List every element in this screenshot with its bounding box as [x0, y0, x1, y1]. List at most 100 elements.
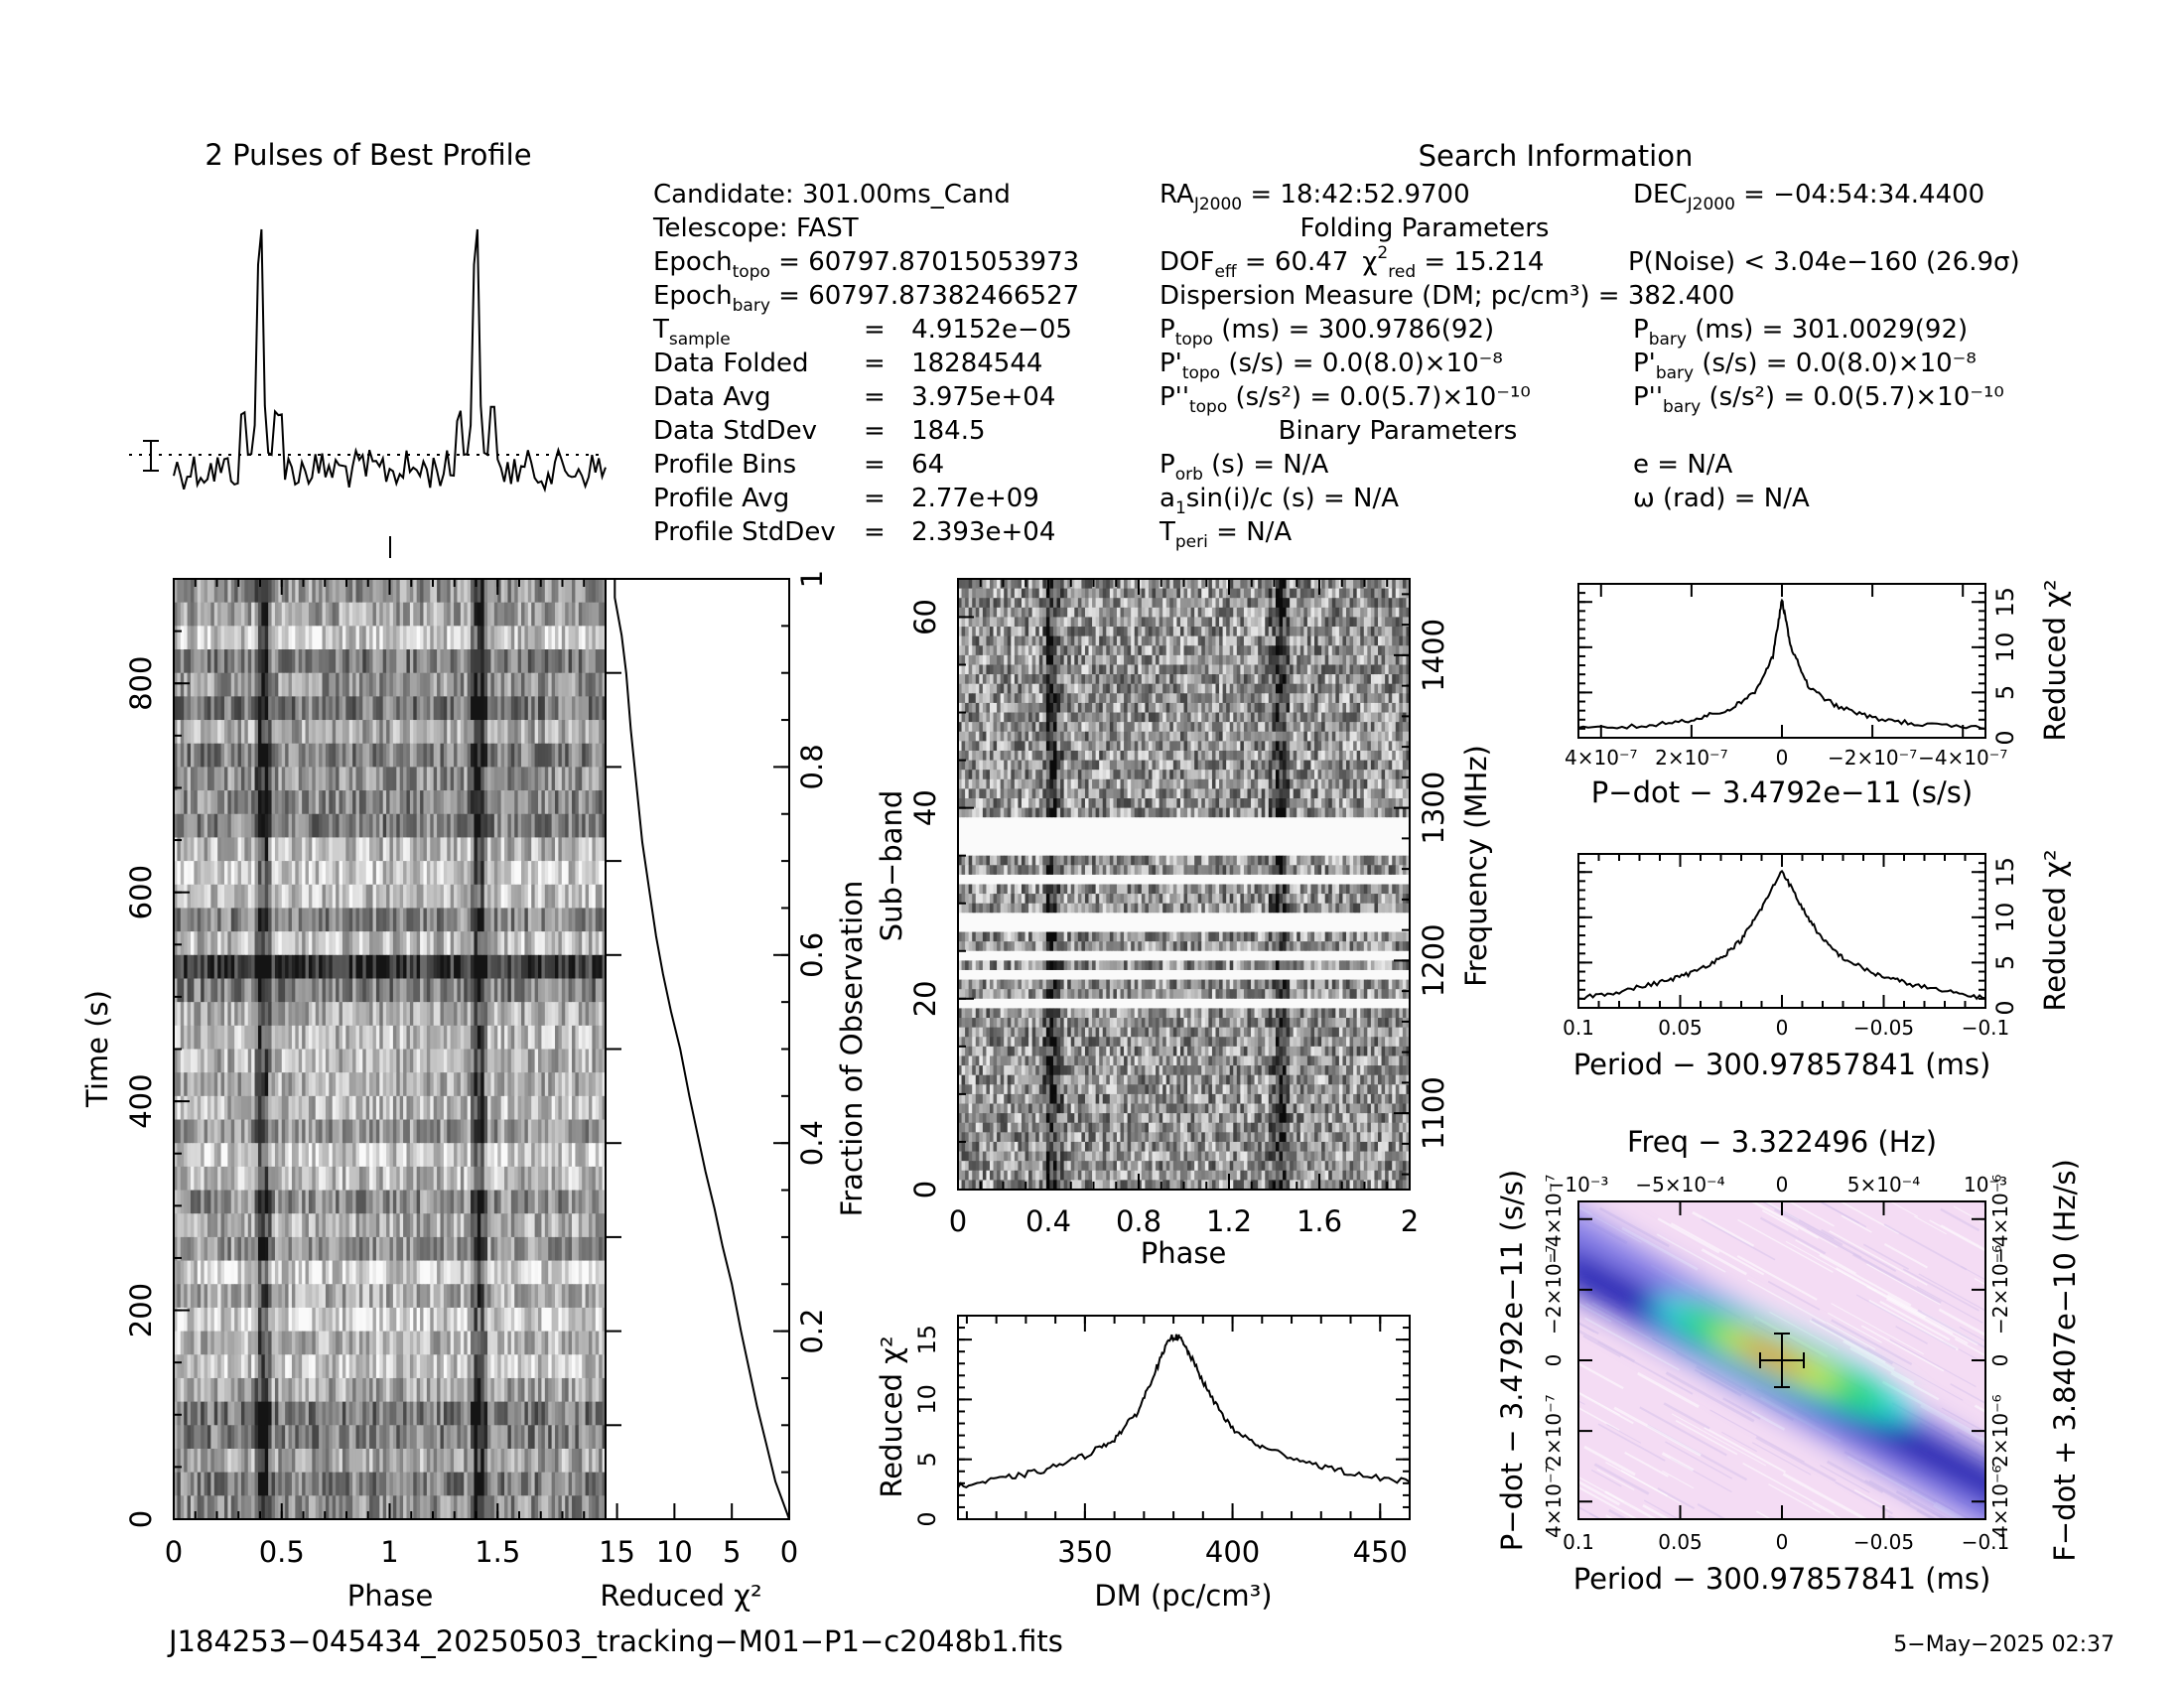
- heat-cell: [291, 1190, 296, 1214]
- heat-cell: [201, 954, 205, 980]
- heat-cell: [602, 1425, 607, 1450]
- heat-cell: [257, 908, 262, 932]
- heat-cell: [197, 1095, 202, 1121]
- heat-cell: [325, 1307, 330, 1333]
- heat-cell: [544, 908, 549, 932]
- heat-cell: [358, 1401, 363, 1426]
- heat-cell: [322, 672, 327, 697]
- heat-cell: [433, 1331, 438, 1355]
- heat-cell: [544, 813, 549, 839]
- heat-cell: [288, 1213, 293, 1238]
- heat-cell: [257, 1119, 262, 1144]
- heat-cell: [480, 626, 485, 650]
- heat-cell: [325, 1236, 330, 1262]
- heat-cell: [409, 1354, 414, 1379]
- heat-cell: [561, 861, 566, 886]
- heat-cell: [355, 1260, 360, 1285]
- heat-cell: [204, 672, 208, 697]
- heat-cell: [220, 1331, 225, 1355]
- heat-cell: [285, 1284, 290, 1309]
- heat-cell: [288, 931, 293, 956]
- heat-cell: [396, 649, 401, 674]
- heat-cell: [369, 1260, 374, 1285]
- heat-cell: [517, 908, 522, 932]
- heat-cell: [261, 1072, 266, 1097]
- heat-cell: [288, 1095, 293, 1121]
- heat-cell: [403, 1307, 408, 1333]
- heat-cell: [409, 813, 414, 839]
- heat-cell: [480, 1143, 485, 1168]
- heat-cell: [319, 1213, 324, 1238]
- heat-cell: [457, 1072, 462, 1097]
- heat-cell: [254, 908, 259, 932]
- heat-cell: [220, 602, 225, 627]
- heat-cell: [295, 884, 300, 910]
- heat-cell: [254, 813, 259, 839]
- heat-cell: [464, 1095, 469, 1121]
- heat-cell: [592, 602, 597, 627]
- heat-cell: [454, 743, 459, 769]
- heat-cell: [420, 884, 425, 910]
- heat-cell: [348, 649, 353, 674]
- heat-cell: [174, 790, 178, 815]
- heat-cell: [382, 1236, 387, 1262]
- heat-cell: [332, 1143, 337, 1168]
- heat-cell: [497, 1143, 502, 1168]
- heat-cell: [264, 1354, 269, 1379]
- heat-cell: [345, 1401, 350, 1426]
- heat-cell: [237, 908, 242, 932]
- heat-cell: [409, 978, 414, 1003]
- heat-cell: [460, 1377, 465, 1403]
- heat-cell: [278, 649, 283, 674]
- heat-cell: [345, 720, 350, 745]
- heat-cell: [348, 837, 353, 862]
- heat-cell: [561, 1331, 566, 1355]
- heat-cell: [244, 626, 249, 650]
- heat-cell: [477, 1025, 481, 1051]
- heat-cell: [213, 908, 218, 932]
- heat-cell: [443, 696, 448, 721]
- heat-cell: [274, 1072, 279, 1097]
- heat-cell: [578, 626, 583, 650]
- heat-cell: [329, 1425, 334, 1450]
- heat-cell: [264, 696, 269, 721]
- heat-cell: [483, 1260, 488, 1285]
- heat-cell: [497, 649, 502, 674]
- heat-cell: [480, 861, 485, 886]
- heat-cell: [396, 1025, 401, 1051]
- heat-cell: [295, 602, 300, 627]
- heat-cell: [339, 908, 343, 932]
- heat-cell: [223, 720, 228, 745]
- heat-cell: [399, 1095, 404, 1121]
- heat-cell: [332, 861, 337, 886]
- heat-cell: [572, 1002, 577, 1027]
- heat-cell: [497, 626, 502, 650]
- heat-cell: [517, 1213, 522, 1238]
- heat-cell: [527, 813, 532, 839]
- heat-cell: [561, 954, 566, 980]
- heat-cell: [403, 1331, 408, 1355]
- heat-cell: [308, 861, 313, 886]
- heat-cell: [500, 837, 505, 862]
- heat-cell: [551, 884, 556, 910]
- heat-cell: [302, 790, 307, 815]
- heat-cell: [582, 743, 587, 769]
- heat-cell: [190, 908, 195, 932]
- heat-cell: [237, 790, 242, 815]
- heat-cell: [298, 1425, 303, 1450]
- heat-cell: [319, 813, 324, 839]
- heat-cell: [190, 1425, 195, 1450]
- heat-cell: [362, 720, 367, 745]
- heat-cell: [460, 649, 465, 674]
- heat-cell: [177, 1401, 182, 1426]
- heat-cell: [234, 1002, 239, 1027]
- heat-cell: [341, 767, 346, 791]
- heat-cell: [578, 1190, 583, 1214]
- heat-cell: [247, 1307, 252, 1333]
- heat-cell: [457, 1260, 462, 1285]
- heat-cell: [433, 1377, 438, 1403]
- heat-cell: [305, 602, 310, 627]
- heat-cell: [315, 720, 320, 745]
- heat-cell: [423, 1331, 428, 1355]
- heat-cell: [507, 861, 512, 886]
